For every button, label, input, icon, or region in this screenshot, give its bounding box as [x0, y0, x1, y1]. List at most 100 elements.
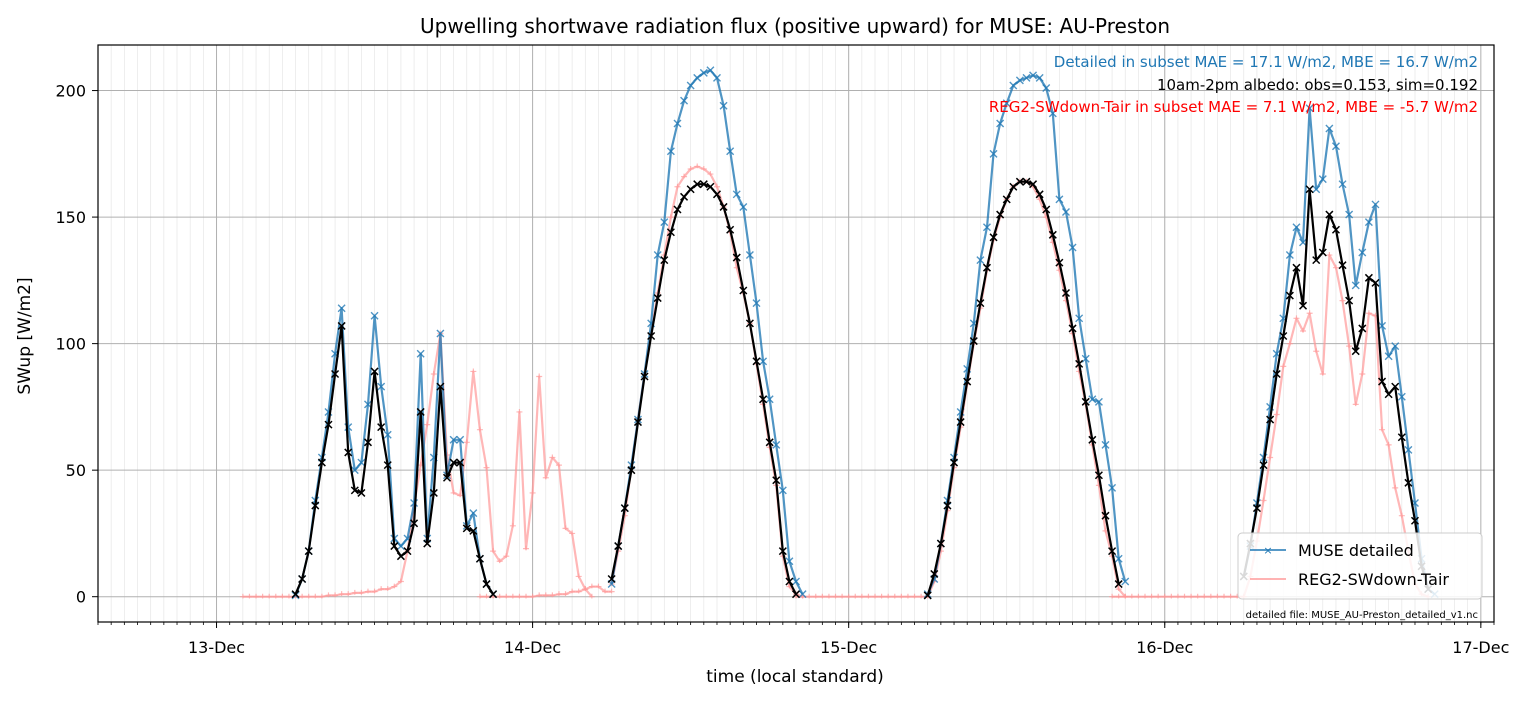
obs-series-point — [482, 580, 491, 589]
muse-detailed-series-point — [1292, 223, 1301, 232]
obs-series-point — [1015, 177, 1024, 186]
obs-series-point — [317, 458, 326, 467]
reg2-swdown-tair-series-point — [1188, 593, 1195, 599]
reg2-swdown-tair-series-point — [1385, 441, 1392, 447]
reg2-swdown-tair-series-point — [1128, 593, 1135, 599]
reg2-swdown-tair-series-point — [470, 368, 477, 374]
obs-series-line — [926, 180, 1120, 596]
reg2-swdown-tair-series-point — [687, 166, 694, 171]
muse-detailed-series-point — [1325, 124, 1334, 133]
reg2-swdown-tair-series-point — [1346, 343, 1353, 348]
muse-detailed-series-point — [291, 591, 300, 600]
obs-series-point — [765, 438, 774, 447]
reg2-swdown-tair-series-point — [608, 588, 615, 594]
reg2-swdown-tair-series-point — [832, 593, 839, 599]
annotation-albedo: 10am-2pm albedo: obs=0.153, sim=0.192 — [1157, 76, 1478, 94]
obs-series-point — [1364, 273, 1373, 282]
muse-detailed-series-point — [732, 190, 741, 199]
reg2-swdown-tair-series-point — [529, 489, 536, 495]
y-tick-label: 100 — [55, 335, 86, 354]
reg2-swdown-tair-series-point — [272, 593, 279, 599]
muse-detailed-series-point — [1002, 99, 1011, 108]
reg2-swdown-tair-series-point — [582, 586, 589, 591]
obs-series-point — [1252, 504, 1261, 513]
obs-series-point — [1384, 390, 1393, 399]
muse-detailed-series-point — [1358, 248, 1367, 257]
obs-series-point — [370, 367, 379, 376]
legend-label-reg2: REG2-SWdown-Tair — [1298, 570, 1449, 589]
obs-series-point — [298, 574, 307, 584]
reg2-swdown-tair-series-point — [457, 492, 464, 498]
reg2-swdown-tair-series-point — [569, 530, 576, 536]
muse-detailed-series-point — [798, 590, 807, 599]
reg2-swdown-tair-series-point — [542, 592, 549, 598]
obs-series-point — [1108, 547, 1117, 556]
obs-series-point — [1345, 296, 1354, 305]
obs-series-point — [1266, 415, 1275, 424]
reg2-swdown-tair-series-point — [588, 593, 595, 599]
reg2-swdown-tair-series-point — [1155, 593, 1162, 599]
obs-series-point — [785, 577, 794, 586]
muse-detailed-series-point — [377, 382, 386, 391]
reg2-swdown-tair-series-point — [483, 464, 490, 470]
reg2-swdown-tair-series-point — [1148, 593, 1155, 599]
obs-series-point — [1094, 471, 1103, 480]
x-tick-label: 16-Dec — [1136, 638, 1193, 657]
muse-detailed-series-point — [1068, 243, 1077, 252]
muse-detailed-series-point — [1384, 352, 1393, 361]
reg2-swdown-tair-series-point — [463, 439, 470, 445]
reg2-swdown-tair-series-point — [1122, 593, 1129, 599]
obs-series-point — [410, 519, 419, 528]
obs-series-point — [1272, 369, 1281, 379]
legend-label-muse-detailed: MUSE detailed — [1298, 541, 1414, 560]
obs-series-point — [357, 488, 366, 497]
obs-series-point — [1318, 248, 1327, 257]
reg2-swdown-tair-series-point — [371, 588, 378, 594]
reg2-swdown-tair-series-point — [891, 593, 898, 599]
reg2-swdown-tair-series-point — [1359, 370, 1366, 376]
reg2-swdown-tair-series-point — [351, 589, 358, 595]
reg2-swdown-tair-series-point — [338, 591, 345, 596]
reg2-swdown-tair-series-point — [839, 593, 846, 599]
obs-series-point — [1410, 516, 1420, 525]
muse-detailed-series-point — [1029, 71, 1038, 80]
muse-detailed-series-point — [1404, 445, 1413, 454]
muse-detailed-series-point — [726, 147, 735, 156]
obs-series-point — [396, 552, 405, 561]
muse-detailed-series-point — [337, 304, 346, 313]
obs-series-point — [1378, 377, 1387, 386]
obs-series-point — [1391, 382, 1400, 391]
obs-series-point — [1061, 288, 1071, 298]
reg2-swdown-tair-series-point — [819, 593, 826, 599]
reg2-swdown-tair-series-point — [1392, 484, 1399, 490]
muse-detailed-series-point — [792, 577, 800, 586]
reg2-swdown-tair-series-point — [516, 593, 523, 599]
series-layer — [239, 66, 1439, 600]
obs-series-point — [1285, 291, 1294, 300]
reg2-swdown-tair-series-point — [885, 593, 892, 599]
reg2-swdown-tair-series-point — [450, 489, 457, 495]
muse-detailed-series-point — [1042, 84, 1051, 93]
reg2-swdown-tair-series-point — [246, 593, 253, 599]
reg2-swdown-tair-series-point — [496, 593, 503, 599]
reg2-swdown-tair-series-point — [845, 593, 852, 599]
obs-series-point — [706, 182, 715, 191]
reg2-swdown-tair-series-point — [1306, 310, 1313, 316]
muse-detailed-series-point — [745, 251, 754, 260]
muse-detailed-series-point — [1364, 218, 1373, 227]
obs-series-point — [337, 321, 346, 330]
muse-detailed-series-point — [383, 430, 392, 439]
muse-detailed-series-point — [456, 435, 465, 444]
obs-series-point — [982, 263, 991, 272]
chart-title: Upwelling shortwave radiation flux (posi… — [420, 14, 1170, 38]
reg2-swdown-tair-series-point — [378, 586, 385, 591]
obs-series-point — [1029, 180, 1038, 189]
reg2-swdown-tair-series-point — [872, 593, 879, 599]
muse-detailed-series-line — [1242, 107, 1436, 596]
obs-series-point — [614, 542, 623, 551]
obs-series-point — [930, 569, 939, 578]
reg2-swdown-tair-series-point — [1181, 593, 1188, 599]
reg2-swdown-tair-series-point — [588, 583, 595, 589]
muse-detailed-series-point — [778, 486, 787, 495]
obs-series-point — [943, 501, 952, 510]
